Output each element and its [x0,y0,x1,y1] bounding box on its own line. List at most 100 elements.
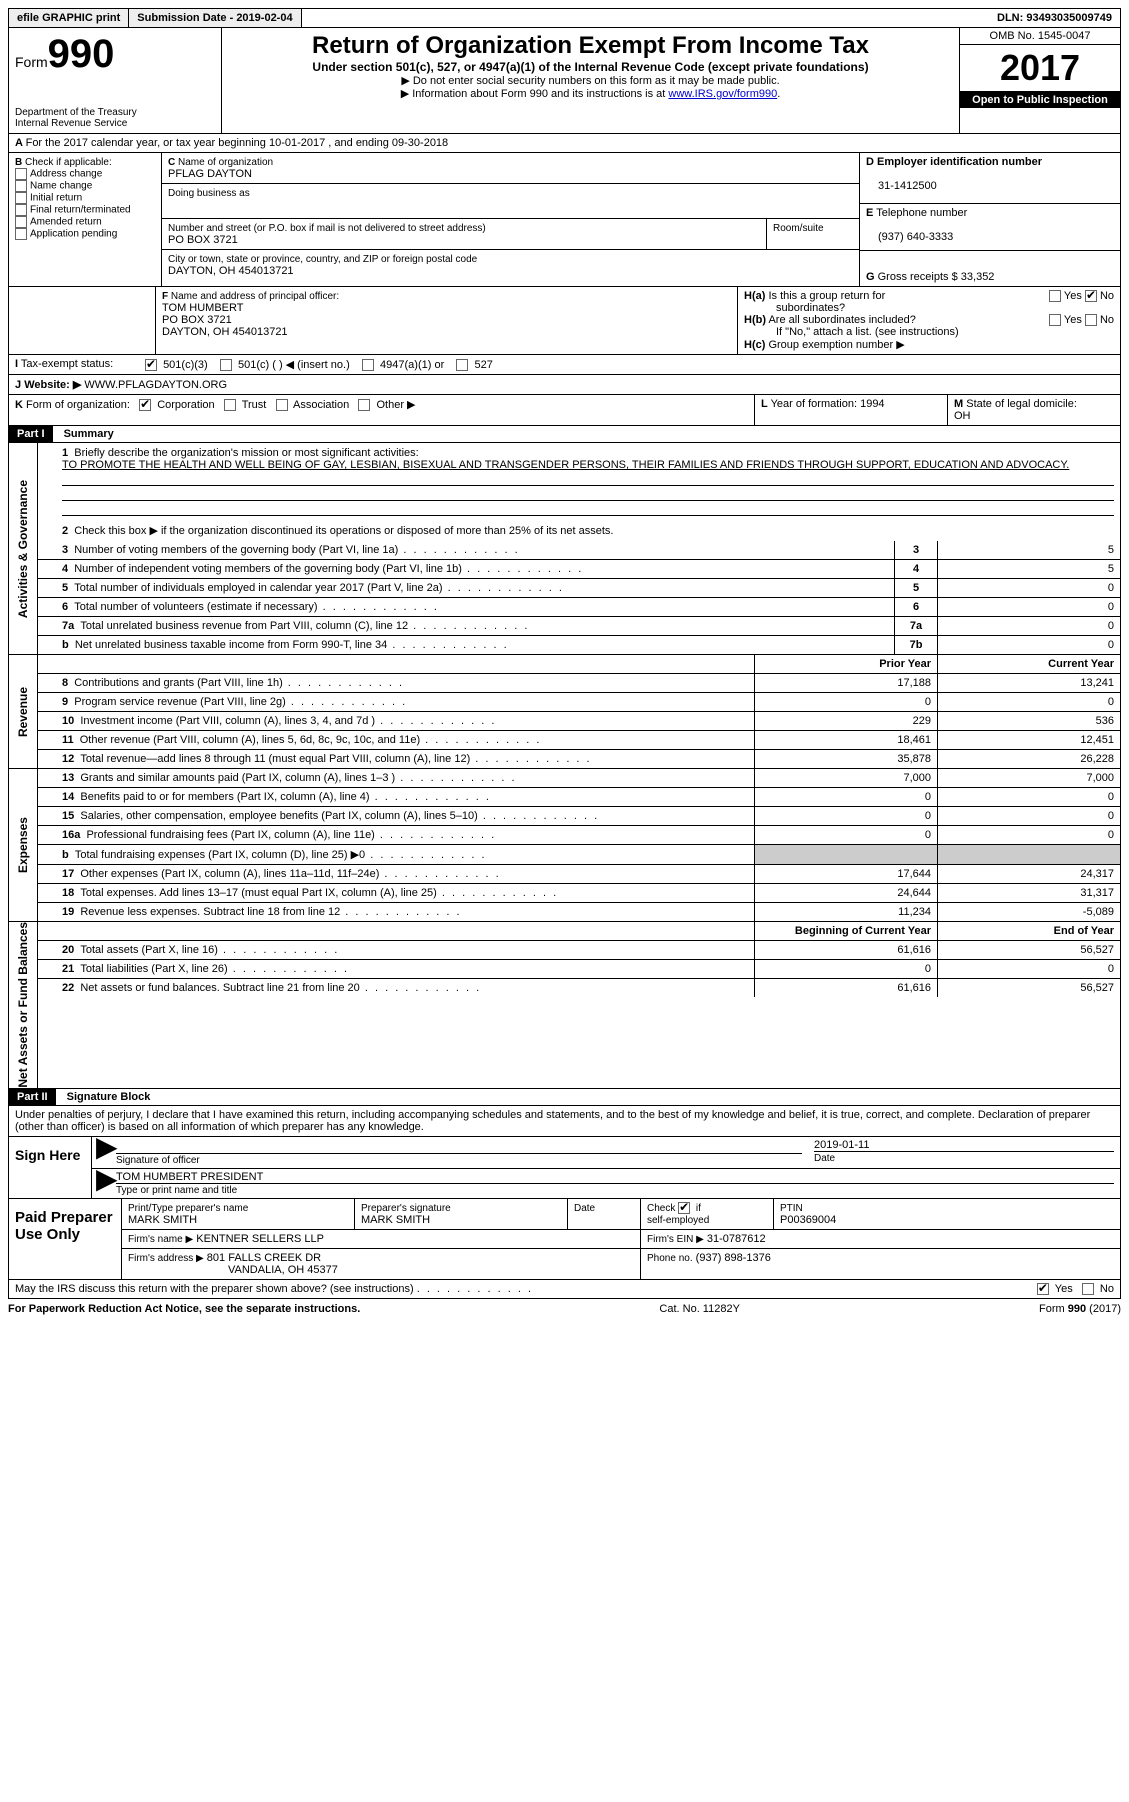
psig: MARK SMITH [361,1214,430,1226]
l-lbl: Year of formation: [771,398,857,410]
cb-address[interactable]: Address change [30,169,102,180]
i-501c3[interactable]: 501(c)(3) [163,359,208,371]
firm-phone-lbl: Phone no. [647,1253,693,1264]
pname: MARK SMITH [128,1214,197,1226]
submission-date: Submission Date - 2019-02-04 [129,9,301,27]
street: PO BOX 3721 [168,234,238,246]
firm-addr2: VANDALIA, OH 45377 [128,1264,338,1276]
m-val: OH [954,410,971,422]
phone-lbl: Telephone number [876,207,967,219]
vlabel-rev: Revenue [16,687,30,737]
officer-name: TOM HUMBERT [162,302,244,314]
cb-amended[interactable]: Amended return [30,217,102,228]
sign-here-block: Sign Here ▶ Signature of officer 2019-01… [8,1137,1121,1199]
room-lbl: Room/suite [773,223,824,234]
ptin-lbl: PTIN [780,1203,803,1214]
hdr-prior: Prior Year [755,655,938,674]
m-lbl: State of legal domicile: [966,398,1077,410]
firm: KENTNER SELLERS LLP [196,1233,324,1245]
note2-pre: ▶ Information about Form 990 and its ins… [401,88,669,100]
dln: DLN: 93493035009749 [989,9,1120,27]
i-527[interactable]: 527 [475,359,493,371]
part1-title: Summary [56,426,122,442]
c-name-lbl: Name of organization [178,157,273,168]
firm-ein-lbl: Firm's EIN ▶ [647,1234,704,1245]
exp-table: 13 Grants and similar amounts paid (Part… [38,769,1120,921]
firm-ein: 31-0787612 [707,1233,766,1245]
dept-treasury: Department of the Treasury [15,107,215,118]
part1-bar: Part I [9,426,53,442]
form-note1: ▶ Do not enter social security numbers o… [228,74,953,87]
form-no: 990 [48,32,115,76]
col-b: B Check if applicable: Address change Na… [9,153,162,286]
tax-year: 2017 [960,45,1120,92]
cb-initial[interactable]: Initial return [30,193,82,204]
j-lbl: Website: ▶ [24,379,81,391]
rev-table: Prior Year Current Year 8 Contributions … [38,655,1120,768]
cb-final[interactable]: Final return/terminated [30,205,131,216]
section-expenses: Expenses 13 Grants and similar amounts p… [8,769,1121,922]
page-footer: For Paperwork Reduction Act Notice, see … [8,1299,1121,1315]
sig-date: 2019-01-11 [814,1139,869,1151]
city: DAYTON, OH 454013721 [168,265,294,277]
sig-name-lbl: Type or print name and title [116,1185,237,1196]
footer-left: For Paperwork Reduction Act Notice, see … [8,1303,360,1315]
firm-phone: (937) 898-1376 [696,1252,771,1264]
k-other[interactable]: Other ▶ [376,399,415,411]
ha-q2: subordinates? [744,302,845,314]
form-prefix: Form [15,54,48,70]
sig-name: TOM HUMBERT PRESIDENT [116,1171,263,1183]
net-table: Beginning of Current Year End of Year 20… [38,922,1120,997]
h-note: If "No," attach a list. (see instruction… [744,326,959,338]
paid-preparer-block: Paid Preparer Use Only Print/Type prepar… [8,1199,1121,1280]
form-number: Form990 [15,32,215,77]
i-4947[interactable]: 4947(a)(1) or [380,359,444,371]
officer-addr2: DAYTON, OH 454013721 [162,326,288,338]
i-501c[interactable]: 501(c) ( ) ◀ (insert no.) [238,359,350,371]
form-title: Return of Organization Exempt From Incom… [228,32,953,60]
section-revenue: Revenue Prior Year Current Year 8 Contri… [8,655,1121,769]
mission-text: TO PROMOTE THE HEALTH AND WELL BEING OF … [62,459,1069,471]
cb-pending[interactable]: Application pending [30,229,117,240]
sign-here-label: Sign Here [9,1137,92,1198]
pdate-lbl: Date [574,1203,595,1214]
dba-lbl: Doing business as [168,188,250,199]
part2-title: Signature Block [59,1089,159,1105]
phone: (937) 640-3333 [866,231,953,243]
hc-q: Group exemption number ▶ [768,339,904,351]
part2-bar: Part II [9,1089,56,1105]
cb-name[interactable]: Name change [30,181,92,192]
section-governance: Activities & Governance 1 Briefly descri… [8,443,1121,655]
preparer-table: Print/Type preparer's nameMARK SMITH Pre… [122,1199,1120,1279]
org-name: PFLAG DAYTON [168,168,252,180]
form-subtitle: Under section 501(c), 527, or 4947(a)(1)… [228,60,953,74]
l-val: 1994 [860,398,884,410]
firm-addr1: 801 FALLS CREEK DR [207,1252,321,1264]
firm-lbl: Firm's name ▶ [128,1234,193,1245]
part1-header: Part I Summary [8,426,1121,443]
vlabel-exp: Expenses [16,817,30,873]
k-assoc[interactable]: Association [293,399,349,411]
open-inspection: Open to Public Inspection [960,92,1120,108]
line2-text: Check this box ▶ if the organization dis… [74,525,613,537]
firm-addr-lbl: Firm's address ▶ [128,1253,204,1264]
k-corp[interactable]: Corporation [157,399,214,411]
col-d: D Employer identification number 31-1412… [860,153,1120,286]
street-lbl: Number and street (or P.O. box if mail i… [168,223,486,234]
vlabel-gov: Activities & Governance [16,480,30,618]
part2-header: Part II Signature Block [8,1089,1121,1106]
gov-table: 3 Number of voting members of the govern… [38,541,1120,654]
paid-preparer-label: Paid Preparer Use Only [9,1199,122,1279]
line-klm: K Form of organization: Corporation Trus… [8,395,1121,426]
k-lbl: Form of organization: [26,399,130,411]
line-a: A For the 2017 calendar year, or tax yea… [8,134,1121,153]
irs-link[interactable]: www.IRS.gov/form990 [668,88,777,100]
mission-lbl: Briefly describe the organization's miss… [74,447,418,459]
hb-q: Are all subordinates included? [768,314,915,326]
efile-box[interactable]: efile GRAPHIC print [9,9,129,27]
discuss-text: May the IRS discuss this return with the… [15,1283,414,1295]
declaration: Under penalties of perjury, I declare th… [8,1106,1121,1137]
k-trust[interactable]: Trust [242,399,267,411]
ein-lbl: Employer identification number [877,156,1042,168]
hdr-eoy: End of Year [938,922,1121,941]
